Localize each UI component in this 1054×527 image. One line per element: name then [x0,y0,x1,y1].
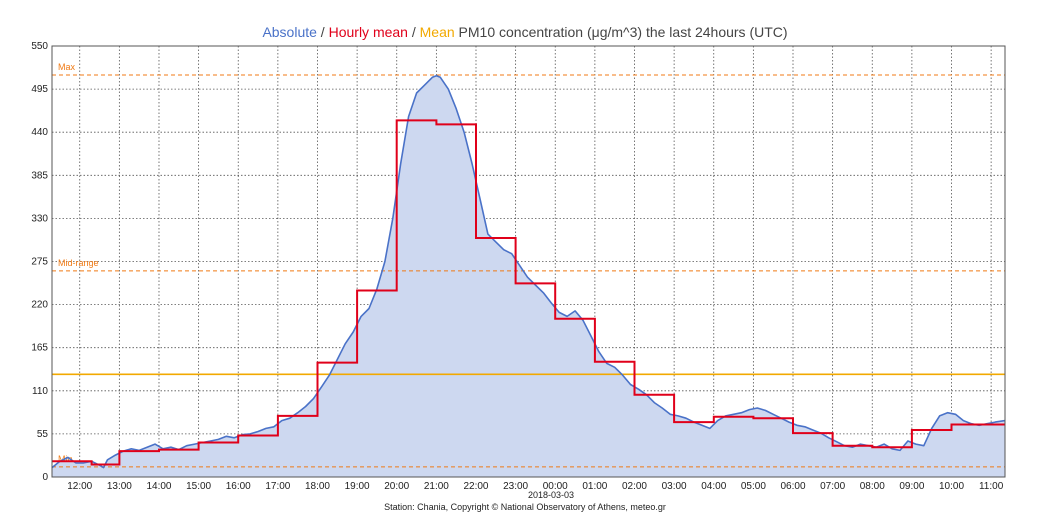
x-tick-label: 17:00 [265,481,290,492]
x-tick-label: 18:00 [305,481,330,492]
reference-label-max: Max [58,62,76,72]
y-tick-label: 110 [32,386,48,397]
title-part-0: Absolute [262,24,317,40]
x-tick-label: 01:00 [582,481,607,492]
x-tick-label: 16:00 [226,481,251,492]
title-part-4: Mean [420,24,455,40]
y-tick-label: 550 [31,41,48,52]
absolute-series-fill [52,75,1005,478]
x-tick-label: 19:00 [345,481,370,492]
x-tick-label: 03:00 [662,481,687,492]
x-tick-label: 00:00 [543,481,568,492]
plot-frame [51,45,1006,478]
x-tick-label: 13:00 [107,481,132,492]
x-tick-label: 20:00 [384,481,409,492]
x-tick-label: 11:00 [979,481,1004,492]
y-tick-label: 275 [31,257,48,268]
x-tick-label: 08:00 [860,481,885,492]
title-part-2: Hourly mean [329,24,408,40]
y-tick-label: 495 [31,84,48,95]
title-part-3: / [408,24,420,40]
footer-credit: Station: Chania, Copyright © National Ob… [384,502,666,512]
x-tick-label: 04:00 [701,481,726,492]
y-tick-label: 55 [37,429,49,440]
x-tick-label: 23:00 [503,481,528,492]
y-tick-label: 0 [42,472,48,483]
reference-label-mid-range: Mid-range [58,258,99,268]
x-tick-label: 21:00 [424,481,449,492]
y-tick-label: 220 [31,300,48,311]
title-part-1: / [317,24,329,40]
x-tick-label: 02:00 [622,481,647,492]
x-tick-label: 22:00 [463,481,488,492]
x-tick-label: 15:00 [186,481,211,492]
y-tick-label: 330 [31,213,48,224]
title-part-5: PM10 concentration (μg/m^3) the last 24h… [455,24,788,40]
chart-title: Absolute / Hourly mean / Mean PM10 conce… [262,24,787,40]
y-tick-label: 165 [31,343,48,354]
date-label: 2018-03-03 [528,490,574,500]
x-tick-label: 12:00 [67,481,92,492]
x-tick-label: 14:00 [146,481,171,492]
x-tick-label: 06:00 [780,481,805,492]
y-tick-label: 385 [31,170,48,181]
x-tick-label: 05:00 [741,481,766,492]
hourly-mean-series [52,119,1005,466]
x-tick-label: 09:00 [899,481,924,492]
x-tick-label: 10:00 [939,481,964,492]
y-tick-label: 440 [31,127,48,138]
x-tick-label: 07:00 [820,481,845,492]
